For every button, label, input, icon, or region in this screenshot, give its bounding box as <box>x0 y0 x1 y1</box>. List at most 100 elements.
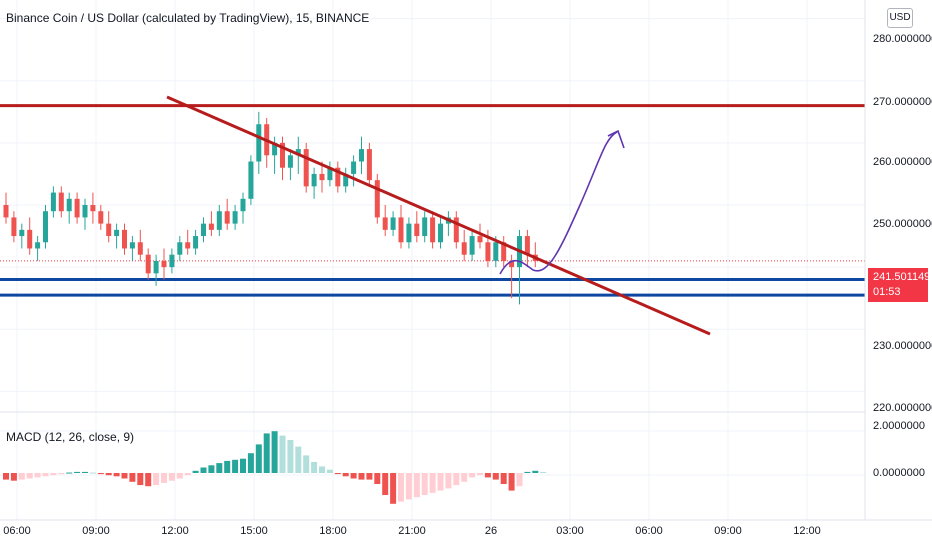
candle-body <box>208 223 214 230</box>
candle-body <box>137 242 143 255</box>
candle-body <box>509 260 515 268</box>
candle-body <box>327 167 333 181</box>
macd-bar <box>240 458 246 473</box>
macd-bar <box>34 473 41 478</box>
macd-bar <box>508 473 515 491</box>
bar-countdown: 01:53 <box>873 286 901 298</box>
macd-histogram <box>3 431 547 504</box>
macd-bar <box>477 473 483 476</box>
candle-body <box>295 149 301 156</box>
macd-bar <box>437 473 444 491</box>
macd-bar <box>153 473 160 486</box>
macd-bar <box>200 467 207 473</box>
candle-body <box>374 180 380 218</box>
macd-bar <box>540 471 547 473</box>
current-price-tag: 241.5011490 01:53 <box>868 268 932 302</box>
macd-bar <box>42 473 49 477</box>
macd-bar <box>516 473 523 487</box>
candle-body <box>74 198 80 218</box>
candle-body <box>122 229 127 249</box>
grid-lines <box>0 0 865 520</box>
macd-bar <box>247 453 254 473</box>
candle-body <box>287 155 293 168</box>
macd-bar <box>429 473 436 493</box>
macd-bar <box>129 473 136 482</box>
trend-line <box>166 95 711 336</box>
macd-bar <box>334 473 341 475</box>
candle-body <box>256 124 262 162</box>
candle-body <box>3 205 9 218</box>
candle-body <box>524 236 530 255</box>
macd-bar <box>89 472 96 474</box>
candle-body <box>50 192 56 212</box>
candle-body <box>216 211 222 230</box>
candle-body <box>493 242 499 261</box>
macd-bar <box>326 469 333 473</box>
time-axis-label: 09:00 <box>714 525 742 537</box>
candle-body <box>453 217 459 243</box>
macd-bar <box>532 470 539 473</box>
macd-bar <box>232 459 239 473</box>
price-axis-label: 220.0000000 <box>873 402 932 414</box>
price-axis-label: 230.0000000 <box>873 340 932 352</box>
macd-bar <box>484 473 491 478</box>
candle-body <box>11 217 17 237</box>
price-axis-label: 250.0000000 <box>873 218 932 230</box>
candle-body <box>303 149 309 187</box>
macd-bar <box>105 473 112 476</box>
macd-legend[interactable]: MACD (12, 26, close, 9) <box>6 430 135 444</box>
candle-body <box>185 242 191 249</box>
candle-body <box>382 217 388 230</box>
macd-bar <box>97 473 104 475</box>
macd-bar <box>311 462 318 473</box>
macd-bar <box>342 473 349 477</box>
macd-bar <box>208 465 215 473</box>
candle-body <box>351 161 357 174</box>
candle-body <box>240 198 246 212</box>
macd-bar <box>10 473 17 481</box>
macd-bar <box>113 473 120 477</box>
macd-bar <box>350 473 357 479</box>
candle-body <box>43 211 48 243</box>
macd-bar <box>524 471 531 473</box>
candle-body <box>319 173 325 181</box>
macd-bar <box>18 473 25 480</box>
candle-body <box>90 205 96 212</box>
macd-bar <box>500 473 507 484</box>
macd-bar <box>145 473 152 487</box>
macd-axis-label: 2.0000000 <box>873 420 925 432</box>
arrow-head <box>607 129 625 149</box>
candle-body <box>35 242 41 249</box>
macd-bar <box>453 473 460 486</box>
candle-body <box>177 242 183 255</box>
price-axis-label: 280.0000000 <box>873 33 932 45</box>
candle-body <box>477 236 483 243</box>
macd-bar <box>168 473 175 481</box>
macd-bar <box>271 431 278 473</box>
candle-body <box>248 161 254 199</box>
currency-button[interactable]: USD <box>887 8 913 28</box>
macd-bar <box>358 473 365 480</box>
price-axis-label: 270.0000000 <box>873 96 932 108</box>
macd-bar <box>263 433 270 473</box>
candle-body <box>414 223 420 237</box>
candle-body <box>422 217 428 237</box>
candle-body <box>129 242 135 249</box>
candle-body <box>232 211 238 224</box>
candle-body <box>343 173 349 187</box>
candle-body <box>485 242 491 261</box>
macd-bar <box>192 470 199 473</box>
macd-bar <box>492 473 499 480</box>
time-axis-label: 15:00 <box>240 525 268 537</box>
macd-bar <box>216 463 223 473</box>
projection-arrow <box>499 131 618 275</box>
candle-body <box>66 198 72 212</box>
macd-bar <box>3 473 9 480</box>
candle-body <box>169 254 175 268</box>
candle-body <box>58 192 64 212</box>
macd-bar <box>82 471 88 473</box>
candle-body <box>19 229 25 237</box>
candle-body <box>145 254 151 274</box>
candle-body <box>430 217 436 243</box>
